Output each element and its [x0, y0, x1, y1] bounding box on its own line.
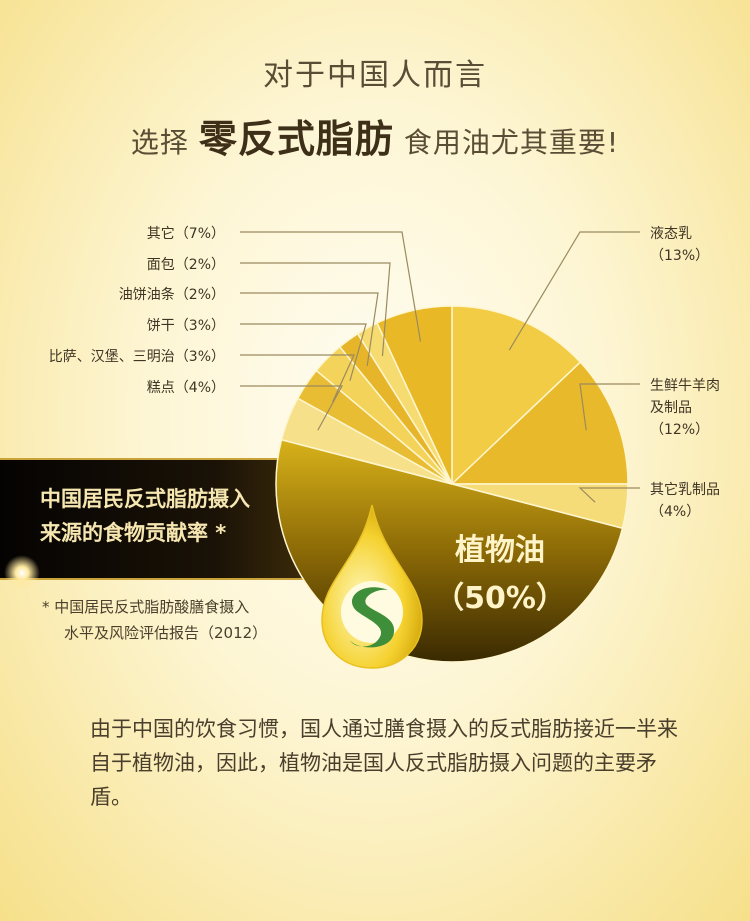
pie-slice-9: [376, 305, 453, 485]
slice-label-line: （13%）: [650, 248, 709, 264]
slice-label-7: 油饼油条（2%）: [119, 286, 225, 303]
slice-label-line: 面包（2%）: [147, 257, 225, 273]
light-flare-icon: [4, 555, 40, 591]
slice-label-line: 糕点（4%）: [147, 380, 225, 396]
summary-paragraph: 由于中国的饮食习惯，国人通过膳食摄入的反式脂肪接近一半来自于植物油，因此，植物油…: [90, 717, 678, 809]
slice-label-3: 植物油 （50%）: [434, 533, 566, 616]
footnote-line2: 水平及风险评估报告（2012）: [64, 624, 268, 642]
slice-label-line: 液态乳: [650, 226, 692, 242]
headline-emphasis: 零反式脂肪: [198, 117, 394, 161]
slice-label-line: 饼干（3%）: [147, 318, 225, 334]
footnote-line1: * 中国居民反式脂肪酸膳食摄入: [42, 598, 250, 616]
chart-title-banner: 中国居民反式脂肪摄入 来源的食物贡献率 *: [0, 458, 305, 580]
slice-label-1: 生鲜牛羊肉及制品 （12%）: [650, 378, 720, 438]
source-footnote: * 中国居民反式脂肪酸膳食摄入 水平及风险评估报告（2012）: [42, 594, 267, 646]
leader-line-8: [240, 262, 391, 357]
banner-line2: 来源的食物贡献率 *: [40, 521, 227, 545]
leader-line-7: [240, 292, 379, 367]
slice-label-8: 面包（2%）: [147, 257, 225, 273]
slice-label-5: 比萨、汉堡、三明治（3%）: [49, 349, 225, 365]
leader-line-0: [508, 231, 640, 351]
slice-label-0: 液态乳 （13%）: [650, 226, 709, 264]
slice-label-4: 糕点（4%）: [147, 380, 225, 396]
slice-label-line: 比萨、汉堡、三明治（3%）: [49, 349, 225, 365]
slice-label-line: （12%）: [650, 422, 709, 438]
slice-label-line: 植物油: [455, 533, 545, 568]
pie-slice-0: [451, 305, 582, 486]
leader-line-5: [240, 354, 355, 403]
headline-post: 食用油尤其重要!: [403, 126, 620, 159]
slice-label-line: 其它乳制品: [650, 481, 720, 498]
slice-label-9: 其它（7%）: [147, 225, 225, 242]
slice-label-line: 油饼油条（2%）: [119, 286, 225, 303]
pie-slice-1: [450, 361, 629, 485]
slice-label-line: （50%）: [434, 581, 566, 616]
slice-label-line: （4%）: [650, 504, 700, 520]
slice-label-2: 其它乳制品 （4%）: [650, 481, 720, 520]
leaf-s-logo-icon: [350, 587, 395, 648]
leader-line-6: [240, 323, 367, 381]
leader-line-1: [579, 383, 640, 431]
headline-line2: 选择 零反式脂肪 食用油尤其重要!: [0, 108, 750, 163]
slice-label-line: 生鲜牛羊肉: [650, 378, 720, 394]
headline-line1: 对于中国人而言: [263, 58, 487, 93]
banner-line1: 中国居民反式脂肪摄入: [40, 487, 250, 511]
leader-line-9: [240, 231, 422, 342]
leader-line-2: [578, 487, 640, 503]
slice-label-6: 饼干（3%）: [147, 318, 225, 334]
leader-line-4: [240, 385, 344, 431]
slice-label-line: 及制品: [650, 400, 692, 416]
slice-label-line: 其它（7%）: [147, 225, 225, 242]
headline-pre: 选择: [130, 126, 189, 159]
